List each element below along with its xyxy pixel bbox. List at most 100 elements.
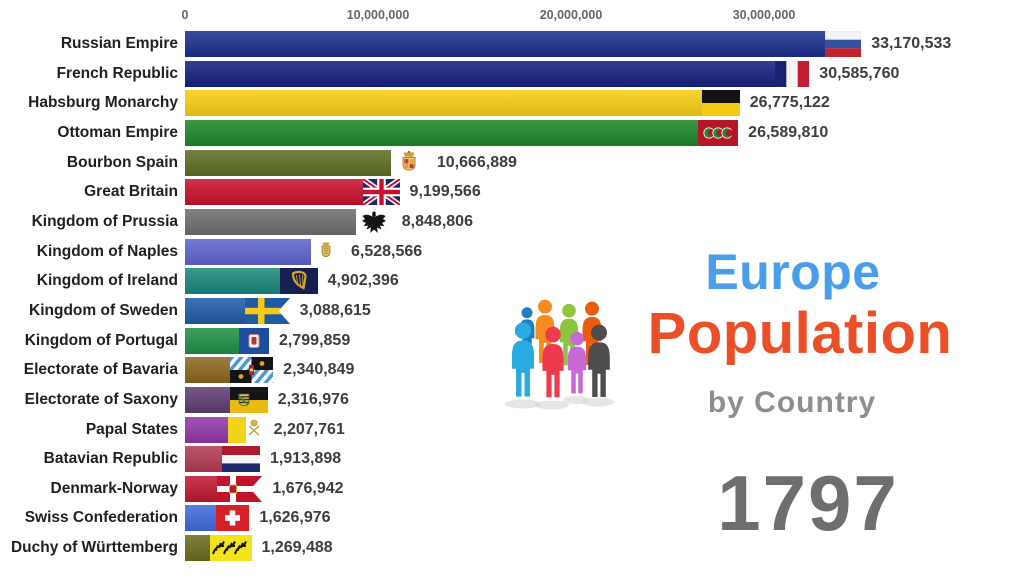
population-value: 1,913,898 xyxy=(269,450,342,468)
population-people-icon xyxy=(505,299,614,410)
population-bar xyxy=(185,297,245,324)
title-europe: Europe xyxy=(705,244,881,300)
population-bar-fill xyxy=(185,297,245,324)
population-bar-fill xyxy=(185,90,702,117)
population-bar-fill xyxy=(185,416,228,443)
country-label: Electorate of Bavaria xyxy=(23,361,178,379)
population-bar xyxy=(185,90,702,117)
population-bar xyxy=(185,416,228,443)
country-label: Denmark-Norway xyxy=(50,479,179,497)
country-label: Habsburg Monarchy xyxy=(28,94,178,112)
population-bar-fill xyxy=(185,535,210,562)
population-bar xyxy=(185,327,240,354)
year-label: 1797 xyxy=(717,459,899,547)
population-bar xyxy=(185,179,363,206)
flag-denmark-norway-icon xyxy=(217,475,263,502)
population-bar-fill xyxy=(185,357,231,384)
population-bar xyxy=(185,268,280,295)
population-bar xyxy=(185,208,356,235)
population-bar xyxy=(185,475,218,502)
x-axis-tick: 0 xyxy=(181,8,189,22)
population-value: 2,799,859 xyxy=(279,331,351,349)
x-axis-tick: 10,000,000 xyxy=(346,8,410,22)
flag-batavian-republic-icon xyxy=(221,446,260,473)
population-bar-fill xyxy=(185,238,311,265)
flag-ottoman-empire-icon xyxy=(698,120,739,146)
country-label: Duchy of Württemberg xyxy=(10,539,178,557)
population-value: 8,848,806 xyxy=(401,212,473,230)
population-bar-fill xyxy=(185,179,363,206)
flag-electorate-of-bavaria-icon xyxy=(230,357,274,384)
country-label: Russian Empire xyxy=(60,35,178,52)
population-bar-fill xyxy=(185,31,826,57)
population-bar-fill xyxy=(185,120,699,146)
flag-habsburg-monarchy-icon xyxy=(701,90,740,117)
population-bar xyxy=(185,60,776,87)
country-label: Bourbon Spain xyxy=(66,153,178,171)
population-bar-fill xyxy=(185,446,222,473)
flag-duchy-of-wurttemberg-icon xyxy=(209,535,252,562)
population-bar xyxy=(185,505,217,532)
title-subtitle: by Country xyxy=(707,386,877,419)
flag-kingdom-of-prussia-icon xyxy=(361,211,386,233)
population-value: 3,088,615 xyxy=(299,301,371,319)
population-bar-fill xyxy=(185,60,776,87)
country-label: Great Britain xyxy=(84,183,178,201)
country-label: Batavian Republic xyxy=(43,450,178,468)
title-population: Population xyxy=(647,301,953,366)
flag-papal-states-icon xyxy=(227,416,264,443)
population-value: 6,528,566 xyxy=(351,242,423,260)
country-label: Kingdom of Sweden xyxy=(29,301,178,319)
population-value: 1,626,976 xyxy=(259,509,331,527)
population-bar xyxy=(185,31,826,57)
population-value: 33,170,533 xyxy=(871,35,952,52)
population-bar xyxy=(185,535,210,562)
flag-kingdom-of-sweden-icon xyxy=(244,297,290,324)
flag-great-britain-icon xyxy=(362,179,400,206)
population-value: 9,199,566 xyxy=(409,183,481,201)
flag-french-republic-icon xyxy=(775,60,810,87)
population-value: 30,585,760 xyxy=(819,64,900,82)
flag-kingdom-of-ireland-icon xyxy=(279,268,318,295)
country-label: Electorate of Saxony xyxy=(24,390,178,408)
country-label: Kingdom of Prussia xyxy=(31,212,178,230)
x-axis-tick: 20,000,000 xyxy=(539,8,603,22)
country-label: Papal States xyxy=(85,420,178,438)
country-label: Kingdom of Naples xyxy=(36,242,178,260)
population-bar-fill xyxy=(185,208,356,235)
population-bar xyxy=(185,120,699,146)
flag-bourbon-spain-icon xyxy=(402,150,416,171)
country-label: Kingdom of Portugal xyxy=(24,331,178,349)
population-value: 1,676,942 xyxy=(272,479,344,497)
population-bar xyxy=(185,149,391,176)
population-value: 2,207,761 xyxy=(273,420,345,438)
flag-electorate-of-saxony-icon xyxy=(229,386,268,413)
population-value: 2,340,849 xyxy=(283,361,355,379)
population-bar-fill xyxy=(185,386,230,413)
population-bar xyxy=(185,357,231,384)
population-bar-fill xyxy=(185,268,280,295)
country-label: Kingdom of Ireland xyxy=(36,272,178,290)
population-value: 26,775,122 xyxy=(749,94,830,112)
flag-russian-empire-icon xyxy=(825,31,862,57)
country-label: Ottoman Empire xyxy=(57,124,178,141)
population-value: 26,589,810 xyxy=(748,124,829,141)
population-bar-fill xyxy=(185,149,391,176)
country-label: French Republic xyxy=(56,64,178,82)
population-bar xyxy=(185,446,222,473)
population-bar xyxy=(185,238,311,265)
population-bar-fill xyxy=(185,327,240,354)
population-value: 1,269,488 xyxy=(261,539,333,557)
flag-swiss-confederation-icon xyxy=(216,505,250,532)
country-label: Swiss Confederation xyxy=(24,509,178,527)
population-value: 2,316,976 xyxy=(277,390,349,408)
population-bar xyxy=(185,386,230,413)
flag-kingdom-of-naples-icon xyxy=(321,242,331,257)
x-axis-tick: 30,000,000 xyxy=(732,8,796,22)
population-value: 10,666,889 xyxy=(436,153,517,171)
population-value: 4,902,396 xyxy=(327,272,399,290)
population-bar-fill xyxy=(185,475,218,502)
population-bar-fill xyxy=(185,505,217,532)
flag-kingdom-of-portugal-icon xyxy=(239,327,270,354)
